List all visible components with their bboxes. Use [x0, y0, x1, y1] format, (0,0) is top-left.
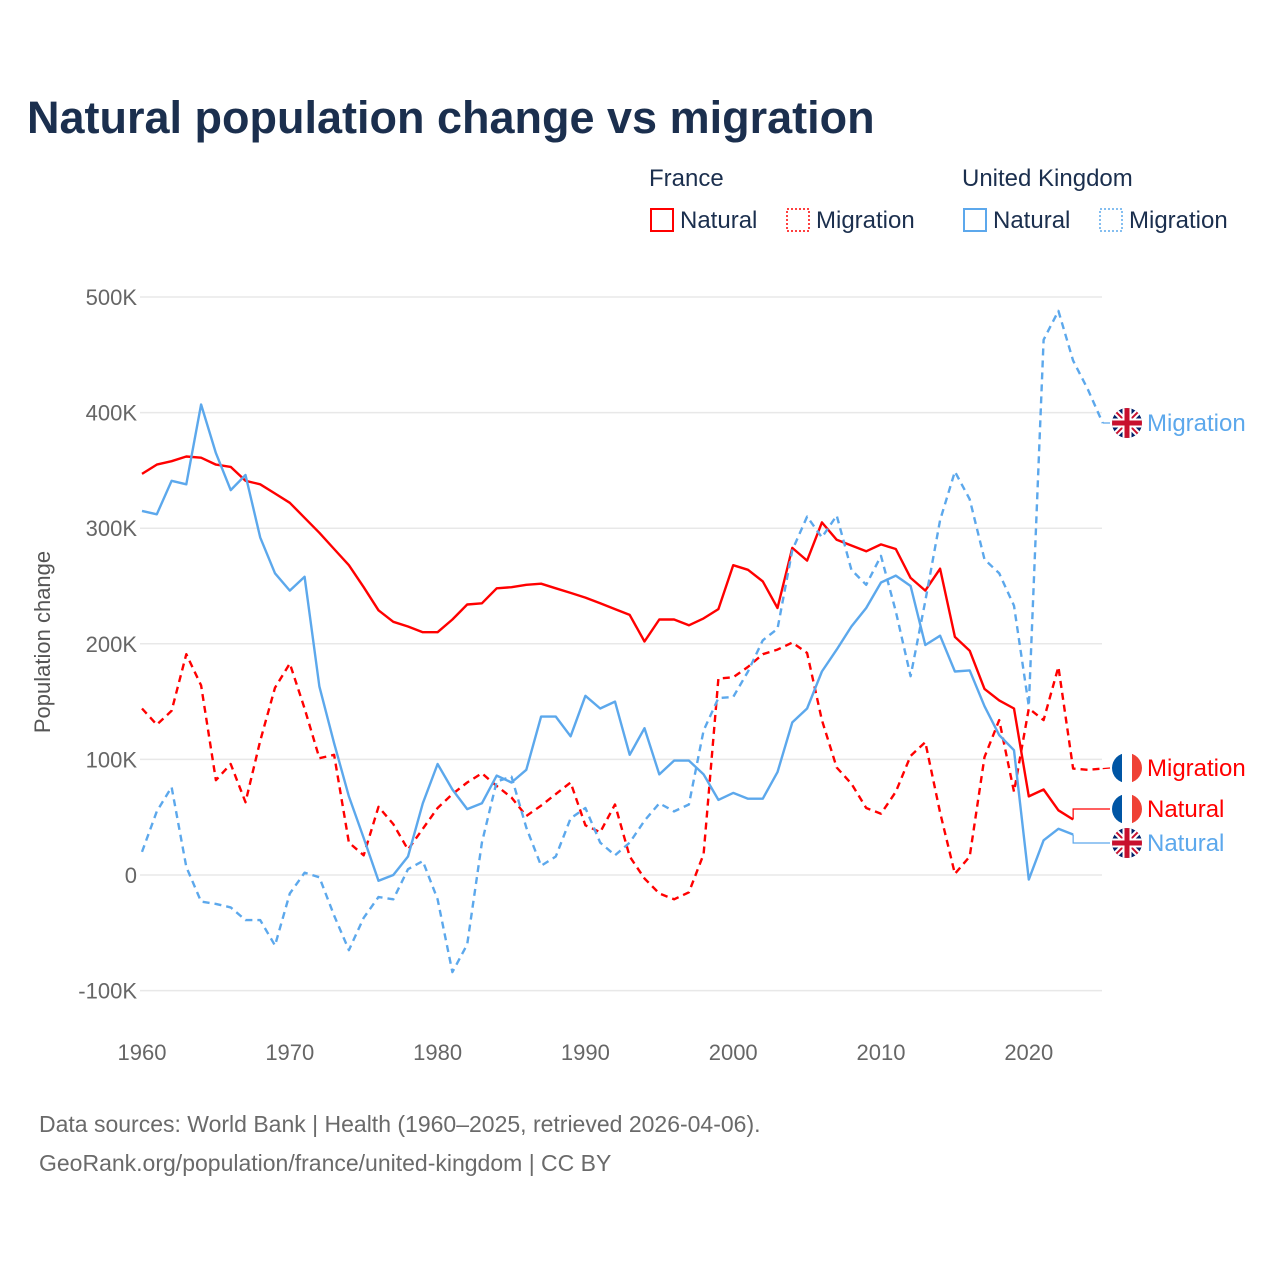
legend-item-uk-migration[interactable]: Migration	[1129, 207, 1228, 234]
end-labels: Migration Migration Natural Natural	[1072, 408, 1246, 858]
legend-group-uk: United Kingdom	[962, 165, 1133, 192]
y-tick-label: 0	[125, 863, 137, 888]
legend-item-france-natural[interactable]: Natural	[680, 207, 757, 234]
series-line-france-migration	[141, 641, 1103, 901]
label-connector	[1102, 767, 1111, 770]
legend-swatch-france-natural	[650, 208, 674, 232]
uk-flag-icon	[1112, 828, 1142, 858]
series-lines	[140, 309, 1104, 974]
x-tick-label: 1960	[118, 1040, 167, 1065]
y-tick-label: 100K	[86, 747, 138, 772]
footer-link[interactable]: GeoRank.org/population/france/united-kin…	[39, 1150, 611, 1176]
legend-item-uk-natural[interactable]: Natural	[993, 207, 1070, 234]
legend-group-france: France	[649, 165, 724, 192]
label-connector	[1072, 808, 1110, 820]
legend: France Natural Migration United Kingdom …	[649, 165, 1228, 234]
x-tick-label: 2020	[1004, 1040, 1053, 1065]
x-tick-label: 1990	[561, 1040, 610, 1065]
label-connector	[1072, 834, 1110, 844]
x-tick-label: 2010	[857, 1040, 906, 1065]
series-line-united-kingdom-natural	[141, 403, 1074, 882]
y-tick-label: 300K	[86, 516, 138, 541]
chart-title: Natural population change vs migration	[27, 92, 875, 143]
legend-swatch-france-migration	[786, 208, 810, 232]
y-tick-label: 400K	[86, 401, 138, 426]
uk-flag-icon	[1112, 408, 1142, 438]
end-label: Natural	[1147, 830, 1224, 857]
y-tick-label: 500K	[86, 285, 138, 310]
series-line-france-natural	[141, 455, 1074, 821]
france-flag-icon	[1112, 794, 1142, 824]
france-flag-icon	[1112, 753, 1142, 783]
end-label: Natural	[1147, 796, 1224, 823]
x-axis-ticks: 1960 1970 1980 1990 2000 2010 2020	[118, 1040, 1054, 1065]
end-label: Migration	[1147, 755, 1246, 782]
y-axis-title: Population change	[30, 551, 55, 733]
end-label: Migration	[1147, 410, 1246, 437]
legend-item-france-migration[interactable]: Migration	[816, 207, 915, 234]
x-tick-label: 1970	[265, 1040, 314, 1065]
y-tick-label: -100K	[78, 979, 137, 1004]
legend-swatch-uk-natural	[963, 208, 987, 232]
series-line-united-kingdom-migration	[140, 309, 1104, 974]
legend-swatch-uk-migration	[1099, 208, 1123, 232]
y-axis-ticks: -100K 0 100K 200K 300K 400K 500K	[78, 285, 137, 1004]
footer-sources: Data sources: World Bank | Health (1960–…	[39, 1111, 761, 1137]
x-tick-label: 1980	[413, 1040, 462, 1065]
x-tick-label: 2000	[709, 1040, 758, 1065]
y-tick-label: 200K	[86, 632, 138, 657]
gridlines	[140, 296, 1102, 992]
